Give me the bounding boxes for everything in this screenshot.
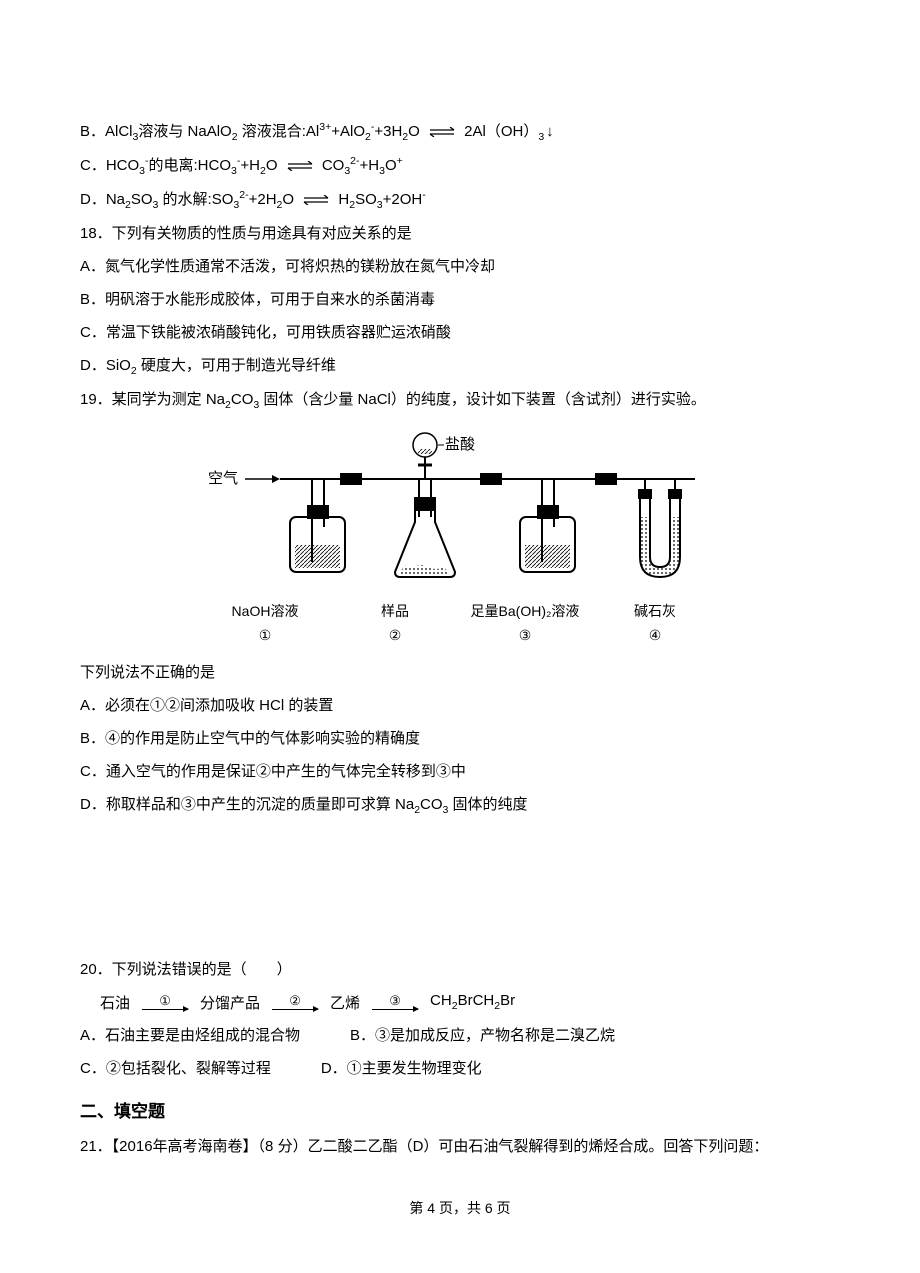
seq-mid1: 分馏产品 [200, 992, 260, 1013]
num-4: ④ [590, 627, 720, 644]
q19-option-d: D．称取样品和③中产生的沉淀的质量即可求算 Na2CO3 固体的纯度 [80, 788, 840, 822]
equilibrium-icon [428, 127, 456, 137]
q18-stem: 18．下列有关物质的性质与用途具有对应关系的是 [80, 217, 840, 250]
arrow-2: ② [272, 994, 318, 1010]
q20-option-b: B．③是加成反应，产物名称是二溴乙烷 [350, 1019, 615, 1052]
q20-options-row2: C．②包括裂化、裂解等过程 D．①主要发生物理变化 [80, 1052, 840, 1085]
page-footer: 第 4 页，共 6 页 [0, 1198, 920, 1218]
hcl-label: 盐酸 [445, 436, 475, 453]
air-label: 空气 [208, 470, 238, 487]
section-2-title: 二、填空题 [80, 1093, 840, 1130]
apparatus-figure: 空气 盐酸 [200, 427, 720, 644]
label-1: NaOH溶液 [200, 601, 330, 621]
q19-followup: 下列说法不正确的是 [80, 656, 840, 689]
apparatus-svg: 空气 盐酸 [200, 427, 720, 597]
label-4: 碱石灰 [590, 601, 720, 621]
q19-option-a: A．必须在①②间添加吸收 HCl 的装置 [80, 689, 840, 722]
bottle-1 [290, 479, 345, 572]
q21-stem: 21．【2016年高考海南卷】（8 分）乙二酸二乙酯（D）可由石油气裂解得到的烯… [80, 1130, 840, 1163]
equilibrium-icon [286, 161, 314, 171]
q20-option-d: D．①主要发生物理变化 [321, 1052, 482, 1085]
q19-option-c: C．通入空气的作用是保证②中产生的气体完全转移到③中 [80, 755, 840, 788]
bottle-3 [520, 479, 575, 572]
q18-option-b: B．明矾溶于水能形成胶体，可用于自来水的杀菌消毒 [80, 283, 840, 316]
num-1: ① [200, 627, 330, 644]
seq-end: CH2BrCH2Br [430, 992, 515, 1012]
seq-mid2: 乙烯 [330, 992, 360, 1013]
figure-labels: NaOH溶液 样品 足量Ba(OH)₂溶液 碱石灰 [200, 601, 720, 621]
label-2: 样品 [330, 601, 460, 621]
q19-stem: 19．某同学为测定 Na2CO3 固体（含少量 NaCl）的纯度，设计如下装置（… [80, 383, 840, 417]
q17-option-b: B．AlCl3溶液与 NaAlO2 溶液混合:Al3++AlO2-+3H2O 2… [80, 115, 840, 149]
q17-option-d: D．Na2SO3 的水解:SO32-+2H2O H2SO3+2OH- [80, 183, 840, 217]
seq-start: 石油 [100, 992, 130, 1013]
q18-option-d: D．SiO2 硬度大，可用于制造光导纤维 [80, 349, 840, 383]
q20-options-row1: A．石油主要是由烃组成的混合物 B．③是加成反应，产物名称是二溴乙烷 [80, 1019, 840, 1052]
q20-stem: 20．下列说法错误的是（ ） [80, 953, 840, 986]
figure-numbers: ① ② ③ ④ [200, 627, 720, 644]
q20-reaction-sequence: 石油 ① 分馏产品 ② 乙烯 ③ CH2BrCH2Br [100, 992, 840, 1013]
q17-option-c: C．HCO3-的电离:HCO3-+H2O CO32-+H3O+ [80, 149, 840, 183]
num-3: ③ [460, 627, 590, 644]
q18-option-c: C．常温下铁能被浓硝酸钝化，可用铁质容器贮运浓硝酸 [80, 316, 840, 349]
arrow-1: ① [142, 994, 188, 1010]
utube-4 [638, 479, 695, 577]
label-3: 足量Ba(OH)₂溶液 [460, 601, 590, 621]
q18-option-a: A．氮气化学性质通常不活泼，可将炽热的镁粉放在氮气中冷却 [80, 250, 840, 283]
q20-option-c: C．②包括裂化、裂解等过程 [80, 1052, 271, 1085]
num-2: ② [330, 627, 460, 644]
arrow-3: ③ [372, 994, 418, 1010]
equilibrium-icon [302, 195, 330, 205]
flask-2 [395, 479, 455, 577]
q19-option-b: B．④的作用是防止空气中的气体影响实验的精确度 [80, 722, 840, 755]
q20-option-a: A．石油主要是由烃组成的混合物 [80, 1019, 300, 1052]
